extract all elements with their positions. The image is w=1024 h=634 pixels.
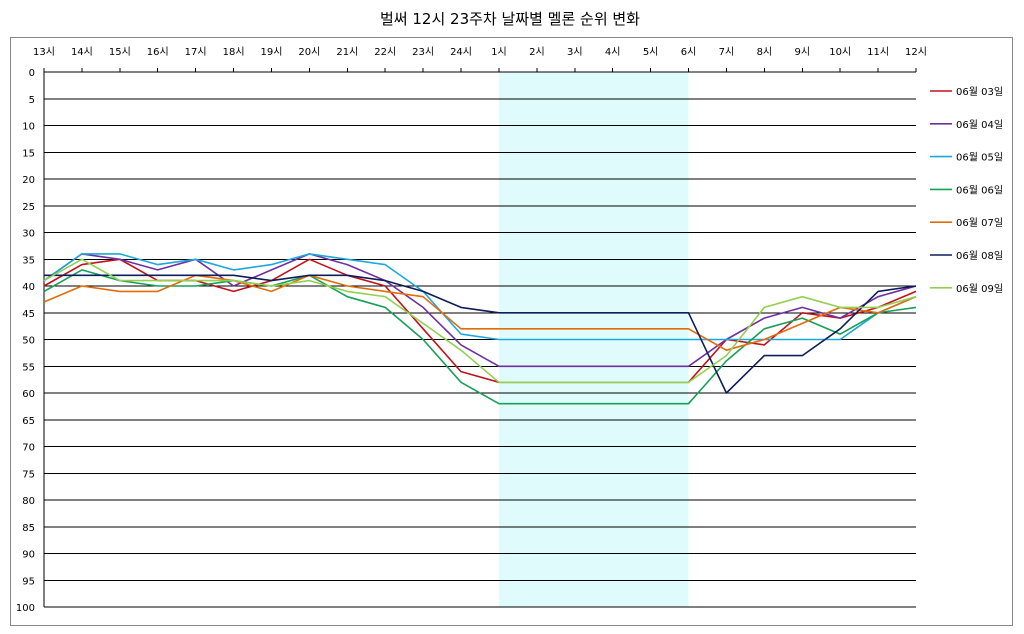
y-tick-label: 85: [22, 523, 35, 534]
x-tick-label: 20시: [298, 46, 320, 58]
series-line-2: [43, 253, 917, 368]
legend-label: 06월 03일: [956, 86, 1003, 98]
y-tick-label: 100: [16, 603, 35, 614]
legend-label: 06월 04일: [956, 119, 1003, 131]
legend-label: 06월 08일: [956, 250, 1003, 262]
x-tick-label: 11시: [867, 46, 889, 58]
y-tick-label: 15: [22, 148, 35, 159]
y-tick-label: 20: [22, 175, 35, 186]
x-tick-label: 1시: [491, 46, 507, 58]
y-tick-label: 70: [22, 443, 35, 454]
x-tick-label: 13시: [33, 46, 55, 58]
series-line-3: [43, 253, 917, 341]
x-tick-label: 22시: [374, 46, 396, 58]
x-tick-label: 8시: [757, 46, 773, 58]
x-tick-label: 17시: [185, 46, 207, 58]
y-tick-label: 60: [22, 389, 35, 400]
plot-area: 0 5 10 15 20 25 30 35 40 45 50 55 60 65 70 75 80 85 90 95 10…: [10, 37, 1013, 626]
y-tick-label: 25: [22, 202, 35, 213]
y-tick-label: 45: [22, 309, 35, 320]
y-tick-label: 65: [22, 416, 35, 427]
series-line-5: [43, 274, 917, 352]
legend: 06월 03일 06월 04일 06월 05일 06월 06일 06월 07일 06월 0…: [930, 86, 1003, 295]
series-line-1: [43, 258, 917, 384]
x-tick-label: 18시: [223, 46, 245, 58]
x-tick-label: 9시: [794, 46, 810, 58]
chart-title: 벌써 12시 23주차 날짜별 멜론 순위 변화: [380, 10, 640, 28]
y-tick-label: 95: [22, 576, 35, 587]
x-tick-label: 7시: [719, 46, 735, 58]
y-tick-label: 30: [22, 229, 35, 240]
legend-label: 06월 09일: [956, 283, 1003, 295]
series-line-4: [43, 269, 917, 405]
x-tick-label: 21시: [336, 46, 358, 58]
legend-label: 06월 07일: [956, 217, 1003, 229]
x-tick-label: 15시: [109, 46, 131, 58]
x-tick-label: 24시: [450, 46, 472, 58]
legend-label: 06월 05일: [956, 152, 1003, 164]
y-tick-label: 75: [22, 469, 35, 480]
x-tick-label: 16시: [147, 46, 169, 58]
chart-frame: [10, 37, 1013, 626]
x-tick-label: 19시: [261, 46, 283, 58]
legend-label: 06월 06일: [956, 184, 1003, 196]
series-line-7: [43, 258, 917, 384]
x-tick-label: 6시: [681, 46, 697, 58]
series-line-6: [44, 274, 917, 394]
x-tick-label: 4시: [605, 46, 621, 58]
x-tick-label: 3시: [567, 46, 583, 58]
x-tick-label: 10시: [829, 46, 851, 58]
y-tick-label: 35: [22, 255, 35, 266]
y-tick-label: 10: [22, 122, 35, 133]
y-tick-label: 5: [29, 95, 35, 106]
y-tick-label: 40: [22, 282, 35, 293]
x-tick-label: 23시: [412, 46, 434, 58]
x-tick-label: 14시: [71, 46, 93, 58]
y-tick-label: 80: [22, 496, 35, 507]
y-tick-label: 50: [22, 336, 35, 347]
x-tick-label: 5시: [643, 46, 659, 58]
x-tick-label: 12시: [905, 46, 927, 58]
y-tick-label: 90: [22, 550, 35, 561]
y-tick-label: 0: [29, 68, 35, 79]
x-tick-label: 2시: [529, 46, 545, 58]
y-tick-label: 55: [22, 362, 35, 373]
